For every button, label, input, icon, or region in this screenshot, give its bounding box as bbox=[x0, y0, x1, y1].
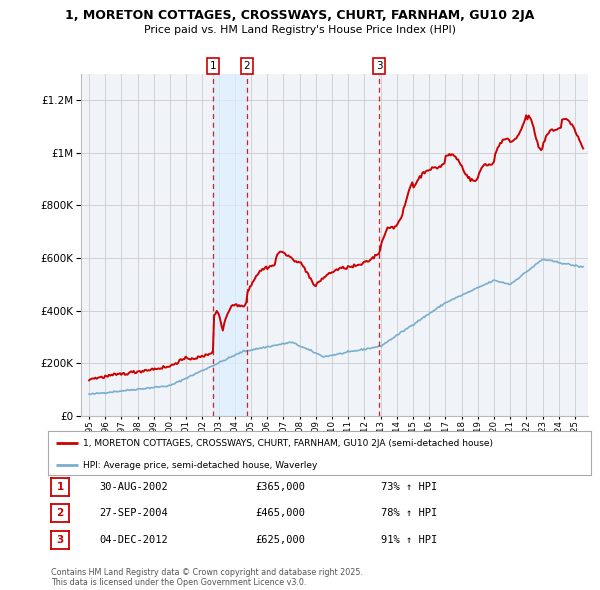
Text: 30-AUG-2002: 30-AUG-2002 bbox=[99, 482, 168, 491]
Text: £625,000: £625,000 bbox=[255, 535, 305, 545]
Text: 2: 2 bbox=[56, 509, 64, 518]
Text: 91% ↑ HPI: 91% ↑ HPI bbox=[381, 535, 437, 545]
Text: 04-DEC-2012: 04-DEC-2012 bbox=[99, 535, 168, 545]
Text: 27-SEP-2004: 27-SEP-2004 bbox=[99, 509, 168, 518]
Text: £465,000: £465,000 bbox=[255, 509, 305, 518]
Text: 78% ↑ HPI: 78% ↑ HPI bbox=[381, 509, 437, 518]
Text: 1, MORETON COTTAGES, CROSSWAYS, CHURT, FARNHAM, GU10 2JA (semi-detached house): 1, MORETON COTTAGES, CROSSWAYS, CHURT, F… bbox=[83, 438, 493, 448]
Text: HPI: Average price, semi-detached house, Waverley: HPI: Average price, semi-detached house,… bbox=[83, 461, 317, 470]
Text: 1: 1 bbox=[210, 61, 217, 71]
Text: £365,000: £365,000 bbox=[255, 482, 305, 491]
Bar bbox=[213, 74, 247, 416]
Text: 3: 3 bbox=[376, 61, 383, 71]
Text: 1, MORETON COTTAGES, CROSSWAYS, CHURT, FARNHAM, GU10 2JA: 1, MORETON COTTAGES, CROSSWAYS, CHURT, F… bbox=[65, 9, 535, 22]
Text: Contains HM Land Registry data © Crown copyright and database right 2025.
This d: Contains HM Land Registry data © Crown c… bbox=[51, 568, 363, 587]
Text: Price paid vs. HM Land Registry's House Price Index (HPI): Price paid vs. HM Land Registry's House … bbox=[144, 25, 456, 35]
Text: 73% ↑ HPI: 73% ↑ HPI bbox=[381, 482, 437, 491]
Text: 3: 3 bbox=[56, 535, 64, 545]
Text: 1: 1 bbox=[56, 482, 64, 491]
Text: 2: 2 bbox=[244, 61, 250, 71]
